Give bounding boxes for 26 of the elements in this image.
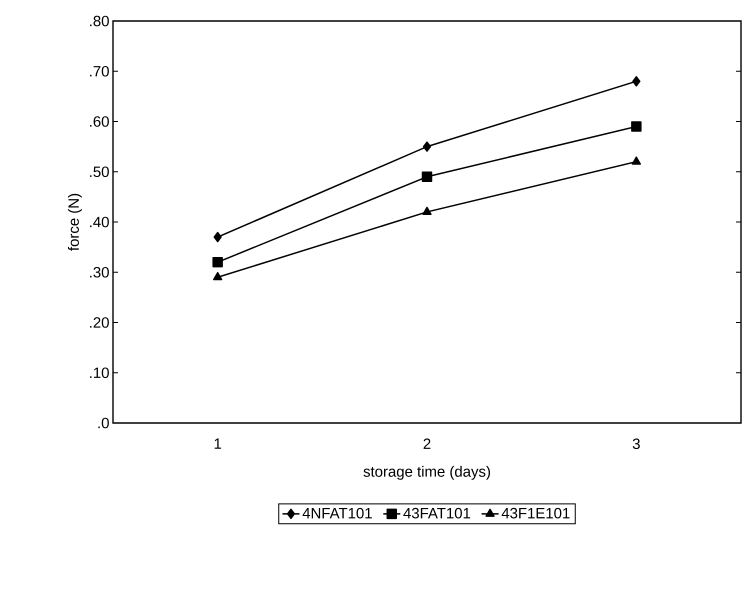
x-tick-label: 2 (424, 438, 430, 449)
point (631, 121, 642, 132)
point (422, 172, 432, 182)
y-axis-title: force (N) (68, 194, 82, 251)
point (422, 206, 432, 215)
point (422, 141, 432, 152)
y-tick-label: .40 (90, 216, 109, 228)
y-tick-label: .20 (90, 317, 109, 328)
y-tick-label: .80 (90, 16, 109, 26)
x-axis-title: storage time (days) (363, 466, 490, 480)
y-tick-label: .0 (98, 418, 109, 428)
y-tick-label: .50 (90, 166, 109, 178)
y-tick-label: .10 (90, 367, 109, 378)
point (213, 272, 222, 280)
y-tick-label: .30 (90, 266, 109, 278)
y-tick-label: .70 (90, 66, 109, 77)
x-tick-label: 1 (214, 438, 222, 449)
point (632, 76, 640, 87)
point (212, 256, 223, 268)
legend-label: 43F1E101 (502, 508, 570, 518)
legend-label: 43FAT101 (403, 508, 470, 518)
x-tick-label: 3 (632, 438, 640, 450)
y-tick-label: .60 (90, 116, 109, 127)
legend-label: 4NFAT101 (302, 508, 372, 518)
point (214, 232, 222, 242)
point (632, 156, 641, 165)
